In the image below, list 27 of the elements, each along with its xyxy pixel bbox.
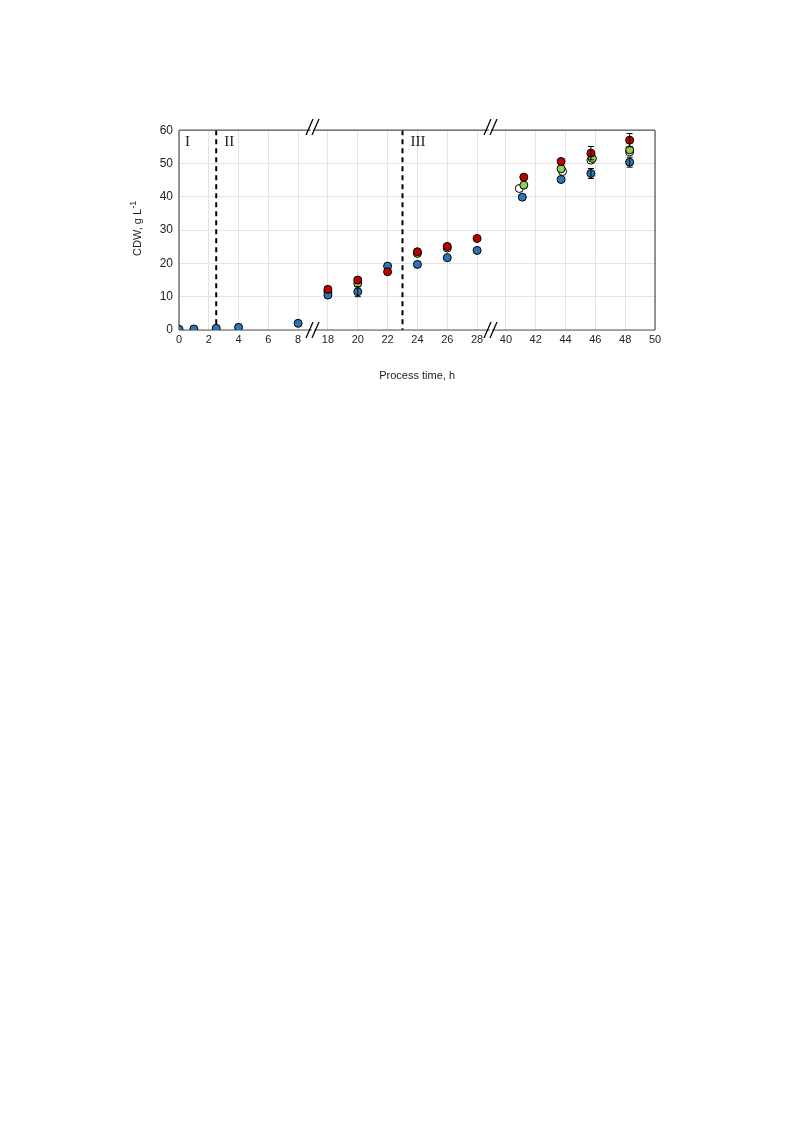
- x-tick-label: 50: [649, 332, 662, 345]
- x-tick-label: 40: [500, 332, 513, 345]
- x-tick-label: 4: [235, 332, 242, 345]
- x-tick-label: 6: [265, 332, 272, 345]
- y-tick-label: 50: [159, 155, 174, 170]
- x-tick-label: 2: [205, 332, 212, 345]
- y-tick-label: 60: [159, 122, 174, 137]
- x-tick-label: 42: [529, 332, 543, 345]
- x-tick-label: 8: [295, 332, 302, 345]
- x-tick-label: 22: [381, 332, 394, 345]
- x-tick-label: 0: [175, 332, 183, 345]
- annotation: I: [185, 133, 190, 150]
- y-tick-label: 20: [159, 255, 174, 270]
- x-tick-label: 20: [351, 332, 364, 345]
- y-tick-label: 10: [159, 289, 174, 304]
- x-tick-label: 24: [411, 332, 424, 345]
- ref-line-label: III: [410, 133, 426, 150]
- ref-line-label: II: [224, 133, 235, 150]
- x-tick-label: 28: [470, 332, 484, 345]
- x-tick-label: 18: [321, 332, 334, 345]
- y-tick-label: 30: [159, 222, 174, 237]
- x-tick-label: 46: [589, 332, 602, 345]
- x-tick-label: 26: [441, 332, 454, 345]
- y-tick-label: 40: [159, 189, 174, 204]
- x-tick-label: 44: [559, 332, 573, 345]
- x-axis-title: Process time, h: [379, 369, 456, 381]
- x-tick-label: 48: [619, 332, 632, 345]
